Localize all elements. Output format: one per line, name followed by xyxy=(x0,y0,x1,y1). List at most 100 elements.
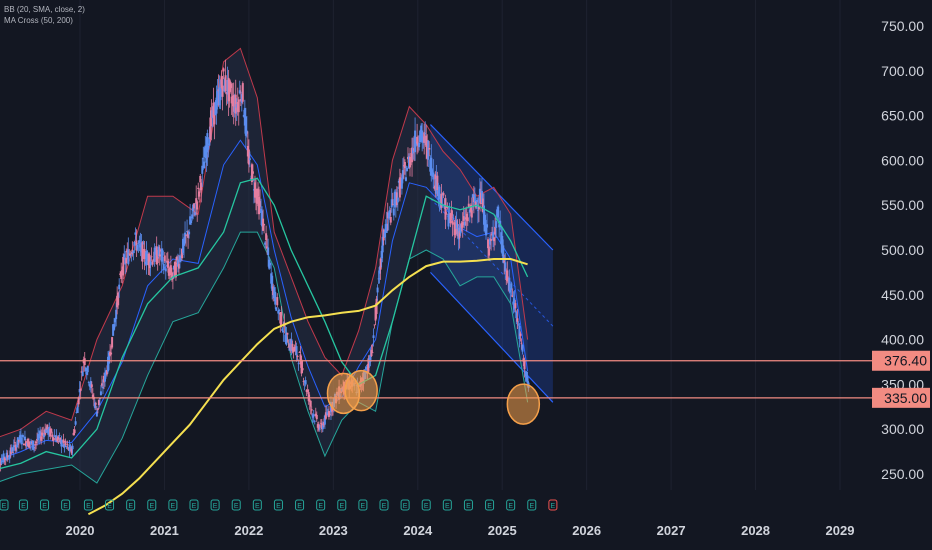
candle-body xyxy=(228,79,231,94)
candle-body xyxy=(270,273,273,284)
candle-body xyxy=(236,102,239,112)
candle-body xyxy=(433,187,436,189)
candle-body xyxy=(328,413,331,415)
candle-body xyxy=(402,165,405,167)
candle-body xyxy=(431,169,434,175)
candle-body xyxy=(419,130,422,143)
candle-body xyxy=(132,251,135,254)
candle-body xyxy=(253,182,256,198)
x-tick-label-1: 2020 xyxy=(66,523,95,538)
candle-body xyxy=(316,424,319,428)
earnings-label-15: E xyxy=(297,503,302,510)
candle-body xyxy=(122,257,125,276)
candle-body xyxy=(138,239,141,244)
candle-body xyxy=(134,232,137,235)
candle-body xyxy=(279,312,282,324)
candle-body xyxy=(387,212,390,219)
candle-body xyxy=(210,110,213,127)
candle-body xyxy=(462,216,465,221)
candle-body xyxy=(281,328,284,331)
candle-body xyxy=(49,428,52,437)
candle-body xyxy=(158,254,161,257)
candle-body xyxy=(178,255,181,262)
candle-body xyxy=(211,110,214,119)
x-tick-label-9: 2028 xyxy=(741,523,770,538)
candle-body xyxy=(422,138,425,140)
candle-body xyxy=(80,371,83,373)
candle-body xyxy=(252,189,255,191)
candle-body xyxy=(318,428,321,430)
candle-body xyxy=(189,216,192,225)
candle-body xyxy=(502,245,505,263)
candle-body xyxy=(425,135,428,147)
legend-bb[interactable]: BB (20, SMA, close, 2) xyxy=(4,5,85,14)
candle-body xyxy=(282,330,285,333)
candle-body xyxy=(455,220,458,230)
candle-body xyxy=(117,292,120,306)
earnings-marker-24 xyxy=(485,499,495,511)
candle-body xyxy=(300,359,303,374)
earnings-label-21: E xyxy=(424,503,429,510)
candle-body xyxy=(54,438,57,441)
x-tick-label-7: 2026 xyxy=(572,523,601,538)
candle-body xyxy=(203,161,206,169)
candle-body xyxy=(523,360,526,370)
earnings-label-3: E xyxy=(42,503,47,510)
candle-body xyxy=(375,298,378,314)
candle-body xyxy=(155,246,158,265)
candle-body xyxy=(400,177,403,189)
candle-body xyxy=(249,178,252,180)
candle-body xyxy=(518,325,521,339)
earnings-label-9: E xyxy=(171,503,176,510)
candle-body xyxy=(212,102,215,118)
earnings-marker-11 xyxy=(210,499,220,511)
candle-body xyxy=(140,242,143,253)
candle-body xyxy=(259,201,262,207)
candle-body xyxy=(477,206,480,210)
candle-body xyxy=(437,190,440,201)
candle-body xyxy=(383,231,386,238)
candle-body xyxy=(451,220,454,225)
candle-body xyxy=(168,267,171,271)
candle-body xyxy=(448,213,451,220)
candle-body xyxy=(222,68,225,72)
candle-body xyxy=(164,268,167,272)
candle-body xyxy=(369,355,372,362)
candle-body xyxy=(275,307,278,311)
candle-body xyxy=(414,130,417,153)
candle-body xyxy=(237,99,240,113)
candle-body xyxy=(495,221,498,228)
candle-body xyxy=(91,394,94,398)
legend-ma-cross[interactable]: MA Cross (50, 200) xyxy=(4,16,73,25)
earnings-marker-2 xyxy=(18,499,28,511)
candle-body xyxy=(312,414,315,417)
sma200-line xyxy=(87,258,528,516)
sma50-line xyxy=(0,177,529,470)
candle-body xyxy=(478,188,481,203)
candle-body xyxy=(442,192,445,196)
candle-body xyxy=(396,197,399,203)
candle-body xyxy=(394,192,397,206)
candle-body xyxy=(166,261,169,268)
candle-body xyxy=(243,108,246,126)
earnings-marker-13 xyxy=(252,499,262,511)
candle-body xyxy=(214,101,217,116)
candle-body xyxy=(96,408,99,410)
candle-body xyxy=(27,441,30,448)
candle-body xyxy=(103,372,106,382)
candle-body xyxy=(183,240,186,246)
candle-body xyxy=(324,412,327,419)
candle-body xyxy=(277,310,280,314)
candle-body xyxy=(50,428,53,433)
candle-body xyxy=(208,137,211,146)
candle-body xyxy=(194,212,197,216)
candle-body xyxy=(76,406,79,413)
candle-body xyxy=(173,262,176,278)
candle-body xyxy=(430,157,433,176)
candle-body xyxy=(506,270,509,282)
candle-body xyxy=(265,233,268,241)
candle-body xyxy=(188,231,191,235)
candle-body xyxy=(465,213,468,221)
candle-body xyxy=(294,346,297,349)
